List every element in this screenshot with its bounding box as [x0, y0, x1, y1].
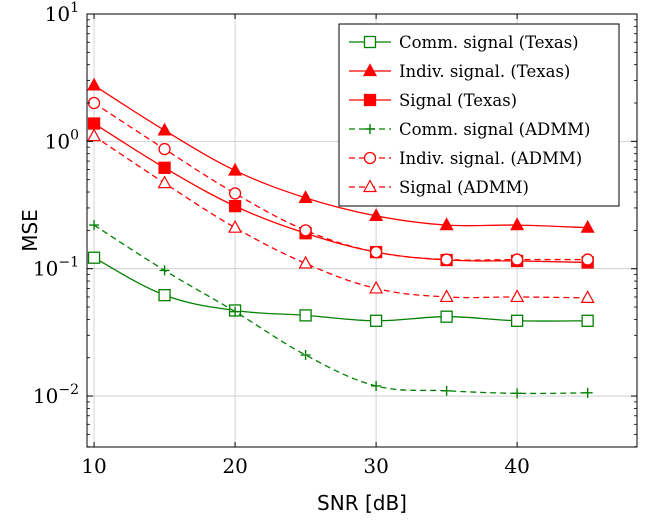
data-point: [363, 93, 377, 107]
data-point: [230, 306, 241, 317]
data-point: [581, 253, 594, 266]
x-axis-label: SNR [dB]: [317, 491, 407, 515]
data-point: [299, 309, 312, 322]
x-tick-label: 30: [363, 454, 388, 478]
data-point: [157, 122, 172, 136]
legend-entry: Comm. signal (ADMM): [349, 120, 590, 139]
data-point: [439, 217, 454, 231]
y-tick-label: 101: [45, 0, 79, 26]
data-point: [440, 310, 453, 323]
data-point: [158, 288, 171, 302]
data-point: [369, 280, 384, 294]
data-point: [299, 224, 312, 237]
data-point: [87, 128, 102, 142]
data-point: [159, 265, 170, 276]
data-point: [228, 219, 243, 233]
data-point: [362, 63, 378, 77]
data-point: [510, 253, 524, 266]
data-point: [300, 350, 311, 361]
legend-entry: Indiv. signal. (ADMM): [349, 149, 582, 168]
axis-ticks: 10 20 30 40 10−2 10−1 100 101: [33, 0, 637, 478]
data-point: [363, 151, 377, 165]
data-point: [363, 35, 377, 49]
data-point: [510, 314, 524, 327]
x-tick-label: 40: [504, 454, 529, 478]
data-point: [580, 219, 595, 233]
series-2: [87, 77, 595, 233]
data-point: [157, 175, 172, 189]
data-point: [441, 385, 452, 396]
legend-label: Indiv. signal. (Texas): [399, 62, 570, 81]
data-point: [158, 142, 171, 156]
legend-label: Comm. signal (ADMM): [399, 120, 590, 139]
legend-label: Indiv. signal. (ADMM): [399, 149, 582, 168]
data-point: [510, 289, 525, 303]
data-point: [369, 245, 383, 259]
series-line: [93, 257, 588, 322]
series-plot: [87, 77, 595, 399]
data-point: [228, 187, 242, 200]
y-tick-label: 100: [45, 127, 79, 153]
y-tick-label: 10−2: [33, 382, 79, 408]
legend-box: [338, 23, 620, 207]
data-point: [87, 96, 101, 110]
legend: Comm. signal (Texas) Indiv. signal. (Texa…: [338, 23, 620, 207]
series-line: [93, 135, 588, 299]
series-6: [87, 128, 595, 303]
legend-entry: Indiv. signal. (Texas): [349, 62, 570, 81]
data-point: [89, 220, 100, 231]
data-point: [512, 388, 523, 399]
data-point: [228, 199, 242, 213]
data-point: [440, 253, 453, 266]
data-point: [87, 77, 102, 91]
data-point: [298, 255, 313, 269]
data-point: [369, 208, 384, 221]
data-point: [582, 387, 593, 398]
data-point: [228, 162, 243, 176]
legend-label: Comm. signal (Texas): [399, 33, 579, 52]
legend-entry: Signal (Texas): [349, 91, 517, 110]
data-point: [371, 380, 382, 391]
series-5: [87, 96, 594, 266]
data-point: [510, 217, 525, 231]
legend-label: Signal (ADMM): [399, 178, 529, 197]
series-line: [93, 224, 588, 395]
data-point: [365, 124, 375, 134]
series-4: [89, 220, 593, 399]
data-point: [362, 179, 378, 193]
x-tick-label: 10: [81, 454, 106, 478]
data-point: [158, 161, 171, 174]
data-point: [369, 314, 383, 327]
data-point: [87, 251, 101, 264]
y-axis-label: MSE: [18, 209, 42, 252]
legend-entry: Signal (ADMM): [349, 178, 529, 197]
x-tick-label: 20: [222, 454, 247, 478]
data-point: [581, 314, 594, 327]
legend-entry: Comm. signal (Texas): [349, 33, 579, 52]
data-point: [87, 117, 101, 130]
legend-label: Signal (Texas): [399, 91, 517, 110]
y-tick-label: 10−1: [33, 255, 79, 281]
data-point: [580, 290, 595, 303]
data-point: [439, 289, 454, 303]
data-point: [298, 190, 313, 203]
